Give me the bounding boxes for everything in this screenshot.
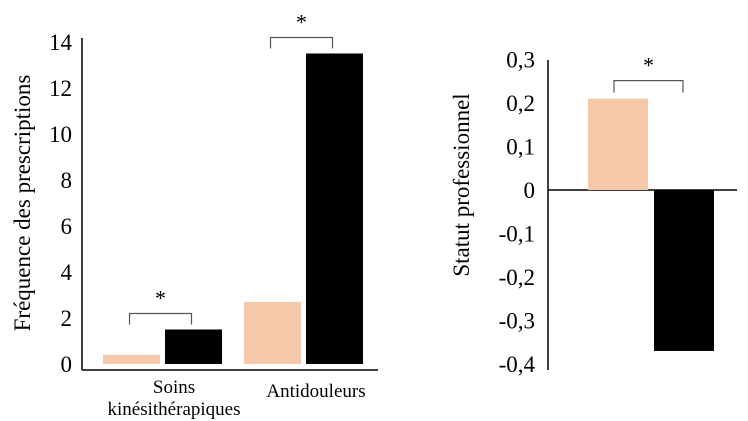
y-tick-label: -0,3 xyxy=(499,309,535,334)
category-labels-left: Soins kinésithérapiques Antidouleurs xyxy=(108,377,366,420)
bars-left xyxy=(103,53,363,364)
significance-bracket: * xyxy=(128,286,193,325)
significance-bracket-line xyxy=(613,80,684,93)
significance-bracket-line xyxy=(269,36,334,49)
y-tick-label: 2 xyxy=(61,306,73,331)
significance-brackets-left: ** xyxy=(128,10,334,325)
significance-bracket-star: * xyxy=(296,10,307,35)
y-tick-label: 14 xyxy=(49,30,73,55)
y-tick-label: 12 xyxy=(49,76,72,101)
chart-prescriptions: Fréquence des prescriptions 02468101214 … xyxy=(10,10,378,420)
y-tick-label: 8 xyxy=(61,168,73,193)
y-axis-title-prescriptions: Fréquence des prescriptions xyxy=(10,75,35,332)
significance-bracket-star: * xyxy=(155,286,166,311)
y-tick-label: 0,1 xyxy=(506,135,535,160)
significance-bracket-line xyxy=(128,312,193,325)
bars-right xyxy=(588,98,714,351)
chart-statut: Statut professionnel 0,3 0,2 0,1 0 -0,1 -0,2 -… xyxy=(449,48,737,378)
bar xyxy=(244,301,301,364)
significance-brackets-right: * xyxy=(613,53,684,93)
y-tick-label: 0 xyxy=(61,352,73,377)
bar xyxy=(654,190,714,351)
significance-bracket: * xyxy=(269,10,334,49)
y-tick-label: 0 xyxy=(524,178,536,203)
significance-bracket: * xyxy=(613,53,684,93)
category-label: Soins kinésithérapiques xyxy=(108,377,241,420)
y-tick-label: 0,2 xyxy=(506,91,535,116)
significance-bracket-star: * xyxy=(643,53,654,78)
y-axis-title-statut: Statut professionnel xyxy=(449,93,474,276)
bar xyxy=(165,329,222,364)
category-label: Antidouleurs xyxy=(266,381,365,402)
y-tick-labels-right: 0,3 0,2 0,1 0 -0,1 -0,2 -0,3 -0,4 xyxy=(499,48,536,378)
y-tick-labels-left: 0 2 4 6 8 10 12 14 xyxy=(49,30,73,377)
bar xyxy=(588,98,648,190)
y-tick-label: 4 xyxy=(61,260,73,285)
y-tick-label: -0,1 xyxy=(499,222,535,247)
bar xyxy=(103,354,160,364)
y-tick-label: 0,3 xyxy=(506,48,535,73)
y-tick-label: 10 xyxy=(49,122,72,147)
bar xyxy=(306,53,363,364)
y-tick-label: -0,4 xyxy=(499,352,536,377)
y-tick-label: -0,2 xyxy=(499,265,535,290)
y-tick-label: 6 xyxy=(61,214,73,239)
